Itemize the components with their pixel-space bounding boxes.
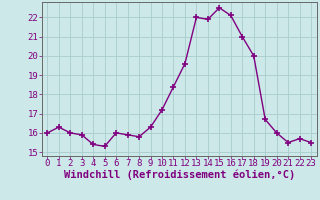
- X-axis label: Windchill (Refroidissement éolien,°C): Windchill (Refroidissement éolien,°C): [64, 170, 295, 180]
